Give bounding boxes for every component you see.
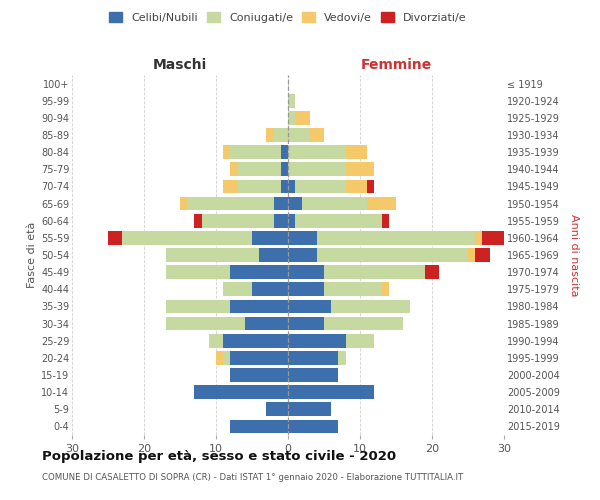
- Bar: [230, 368, 288, 382]
- Bar: [274, 128, 288, 142]
- Bar: [302, 196, 367, 210]
- Bar: [331, 300, 410, 314]
- Bar: [475, 231, 482, 244]
- Bar: [230, 146, 281, 159]
- Bar: [346, 146, 367, 159]
- Bar: [288, 386, 374, 399]
- Bar: [288, 146, 346, 159]
- Legend: Celibi/Nubili, Coniugati/e, Vedovi/e, Divorziati/e: Celibi/Nubili, Coniugati/e, Vedovi/e, Di…: [105, 8, 471, 28]
- Bar: [324, 266, 425, 279]
- Text: Femmine: Femmine: [361, 58, 431, 72]
- Bar: [216, 351, 223, 364]
- Bar: [180, 196, 187, 210]
- Bar: [194, 386, 288, 399]
- Bar: [346, 180, 367, 194]
- Bar: [288, 334, 346, 347]
- Bar: [252, 231, 288, 244]
- Bar: [230, 351, 288, 364]
- Bar: [202, 214, 274, 228]
- Bar: [288, 266, 324, 279]
- Bar: [288, 111, 295, 124]
- Bar: [223, 334, 288, 347]
- Bar: [230, 420, 288, 434]
- Bar: [338, 351, 346, 364]
- Bar: [310, 128, 324, 142]
- Bar: [274, 196, 288, 210]
- Bar: [468, 248, 475, 262]
- Bar: [223, 351, 230, 364]
- Bar: [367, 196, 396, 210]
- Bar: [425, 266, 439, 279]
- Bar: [288, 282, 324, 296]
- Text: COMUNE DI CASALETTO DI SOPRA (CR) - Dati ISTAT 1° gennaio 2020 - Elaborazione TU: COMUNE DI CASALETTO DI SOPRA (CR) - Dati…: [42, 472, 463, 482]
- Bar: [288, 128, 310, 142]
- Bar: [259, 248, 288, 262]
- Bar: [223, 282, 252, 296]
- Bar: [295, 214, 382, 228]
- Bar: [475, 248, 490, 262]
- Bar: [238, 162, 281, 176]
- Bar: [367, 180, 374, 194]
- Y-axis label: Fasce di età: Fasce di età: [26, 222, 37, 288]
- Bar: [324, 316, 403, 330]
- Bar: [288, 316, 324, 330]
- Bar: [295, 111, 310, 124]
- Bar: [288, 231, 317, 244]
- Bar: [382, 282, 389, 296]
- Y-axis label: Anni di nascita: Anni di nascita: [569, 214, 579, 296]
- Bar: [266, 128, 274, 142]
- Bar: [288, 94, 295, 108]
- Bar: [230, 300, 288, 314]
- Bar: [482, 231, 504, 244]
- Bar: [288, 402, 331, 416]
- Bar: [288, 420, 338, 434]
- Bar: [288, 162, 346, 176]
- Bar: [187, 196, 274, 210]
- Bar: [223, 146, 230, 159]
- Bar: [288, 196, 302, 210]
- Bar: [209, 334, 223, 347]
- Text: Maschi: Maschi: [153, 58, 207, 72]
- Bar: [122, 231, 252, 244]
- Bar: [317, 248, 468, 262]
- Bar: [245, 316, 288, 330]
- Bar: [288, 351, 338, 364]
- Bar: [266, 402, 288, 416]
- Bar: [223, 180, 238, 194]
- Bar: [230, 162, 238, 176]
- Bar: [281, 146, 288, 159]
- Bar: [281, 180, 288, 194]
- Bar: [288, 180, 295, 194]
- Bar: [274, 214, 288, 228]
- Bar: [108, 231, 122, 244]
- Bar: [317, 231, 475, 244]
- Bar: [324, 282, 382, 296]
- Bar: [295, 180, 346, 194]
- Bar: [166, 300, 230, 314]
- Bar: [194, 214, 202, 228]
- Bar: [346, 162, 374, 176]
- Bar: [230, 266, 288, 279]
- Bar: [288, 300, 331, 314]
- Bar: [252, 282, 288, 296]
- Bar: [281, 162, 288, 176]
- Bar: [288, 368, 338, 382]
- Text: Popolazione per età, sesso e stato civile - 2020: Popolazione per età, sesso e stato civil…: [42, 450, 396, 463]
- Bar: [288, 248, 317, 262]
- Bar: [166, 266, 230, 279]
- Bar: [166, 248, 259, 262]
- Bar: [382, 214, 389, 228]
- Bar: [166, 316, 245, 330]
- Bar: [288, 214, 295, 228]
- Bar: [346, 334, 374, 347]
- Bar: [238, 180, 281, 194]
